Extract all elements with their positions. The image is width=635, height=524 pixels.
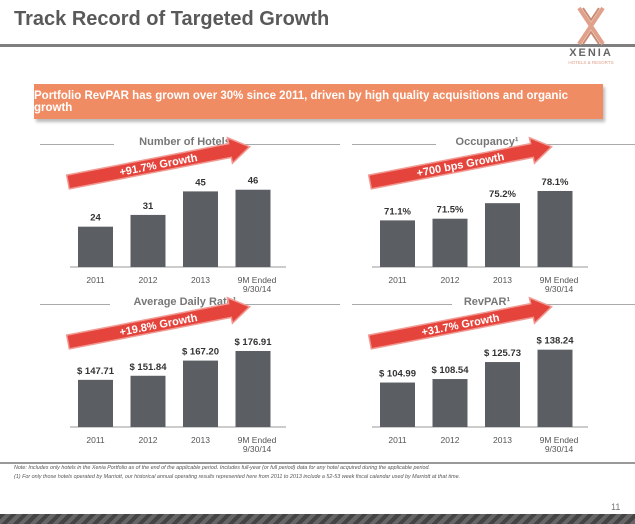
bar <box>537 190 573 267</box>
chart-title: RevPAR¹ <box>342 296 635 308</box>
data-label: $ 147.71 <box>77 366 115 377</box>
tick-label: 2013 <box>493 275 512 285</box>
chart-title: Number of Hotels <box>40 136 340 148</box>
bar <box>380 220 415 267</box>
page-number: 11 <box>611 502 621 512</box>
chart-title: Occupancy¹ <box>342 136 635 148</box>
footer-divider <box>0 462 635 464</box>
data-label: 78.1% <box>542 177 569 188</box>
data-label: $ 108.54 <box>432 365 470 376</box>
xenia-logo: XENIA HOTELS & RESORTS <box>568 6 614 65</box>
tick-label: 9/30/14 <box>243 284 272 294</box>
bar <box>130 214 166 267</box>
tick-label: 2013 <box>493 435 512 445</box>
bar <box>78 379 113 427</box>
data-label: $ 151.84 <box>130 362 168 373</box>
data-label: $ 176.91 <box>235 337 273 348</box>
data-label: 71.5% <box>437 205 464 216</box>
tick-label: 2011 <box>86 435 105 445</box>
bar <box>130 375 166 427</box>
logo-subtitle: HOTELS & RESORTS <box>568 60 613 65</box>
data-label: $ 167.20 <box>182 347 219 358</box>
chart-title-text: Average Daily Rate¹ <box>133 296 237 308</box>
bar <box>485 362 520 427</box>
tick-label: 2012 <box>139 435 158 445</box>
chart-panel-hotels: Number of Hotels 24 2011 31 2012 45 2013 46 9M … <box>40 136 340 294</box>
growth-label: +31.7% Growth <box>420 312 500 339</box>
chart-panel-revpar: RevPAR¹ $ 104.99 2011 $ 108.54 2012 $ 125.73… <box>342 296 635 454</box>
bar <box>432 218 468 267</box>
data-label: 71.1% <box>384 206 411 217</box>
growth-arrow-shape <box>65 136 251 190</box>
tick-label: 2013 <box>191 275 210 285</box>
title-divider <box>0 44 635 47</box>
bar <box>432 379 468 427</box>
summary-banner: Portfolio RevPAR has grown over 30% sinc… <box>34 84 603 119</box>
tick-label: 2011 <box>388 435 407 445</box>
data-label: $ 125.73 <box>484 348 521 359</box>
page-title: Track Record of Targeted Growth <box>14 8 330 30</box>
data-label: 75.2% <box>489 189 516 200</box>
data-label: 46 <box>248 176 259 187</box>
bar <box>235 189 271 267</box>
growth-arrow-shape <box>367 136 553 190</box>
data-label: 24 <box>90 213 101 224</box>
tick-label: 9M Ended <box>238 275 277 285</box>
data-label: $ 104.99 <box>379 369 416 380</box>
logo-brand: XENIA <box>569 47 613 59</box>
tick-label: 2011 <box>86 275 105 285</box>
adr-chart: $ 147.71 2011 $ 151.84 2012 $ 167.20 2013 $ 17… <box>65 296 286 454</box>
growth-arrow: +31.7% Growth <box>367 296 553 350</box>
data-label: 45 <box>195 177 206 188</box>
tick-label: 2013 <box>191 435 210 445</box>
tick-label: 9M Ended <box>540 435 579 445</box>
bar <box>235 350 271 427</box>
bar <box>183 360 218 427</box>
growth-arrow: +91.7% Growth <box>65 136 251 190</box>
tick-label: 2012 <box>441 275 460 285</box>
bar <box>380 382 415 427</box>
bar <box>78 226 113 267</box>
tick-label: 2012 <box>139 275 158 285</box>
revpar-chart: $ 104.99 2011 $ 108.54 2012 $ 125.73 2013 $ 13… <box>367 296 588 454</box>
growth-label: +91.7% Growth <box>118 152 198 179</box>
tick-label: 9/30/14 <box>243 444 272 454</box>
chart-panel-occupancy: Occupancy¹ 71.1% 2011 71.5% 2012 75.2% 2013 78… <box>342 136 635 294</box>
footnote-note: Note: Includes only hotels in the Xenia … <box>14 465 430 471</box>
footnote-1: (1) For only those hotels operated by Ma… <box>14 474 461 480</box>
growth-label: +19.8% Growth <box>118 312 198 339</box>
chart-panel-adr: Average Daily Rate¹ $ 147.71 2011 $ 151.84… <box>40 296 340 454</box>
growth-arrow-shape <box>65 296 251 350</box>
tick-label: 9/30/14 <box>545 444 574 454</box>
bar <box>537 349 573 427</box>
occupancy-chart: 71.1% 2011 71.5% 2012 75.2% 2013 78.1% 9M Ended… <box>367 136 588 294</box>
chart-title-text: Occupancy¹ <box>455 136 519 148</box>
chart-title: Average Daily Rate¹ <box>40 296 340 308</box>
chart-title-text: RevPAR¹ <box>463 296 511 308</box>
bar <box>183 191 218 267</box>
data-label: $ 138.24 <box>537 336 575 347</box>
tick-label: 2012 <box>441 435 460 445</box>
growth-arrow-shape <box>367 296 553 350</box>
bar <box>485 203 520 267</box>
tick-label: 9/30/14 <box>545 284 574 294</box>
growth-arrow: +700 bps Growth <box>367 136 553 190</box>
tick-label: 2011 <box>388 275 407 285</box>
tick-label: 9M Ended <box>238 435 277 445</box>
tick-label: 9M Ended <box>540 275 579 285</box>
growth-arrow: +19.8% Growth <box>65 296 251 350</box>
data-label: 31 <box>143 201 154 212</box>
xenia-emblem-icon <box>577 6 605 46</box>
footer-bar <box>0 514 635 524</box>
chart-title-text: Number of Hotels <box>139 136 231 148</box>
